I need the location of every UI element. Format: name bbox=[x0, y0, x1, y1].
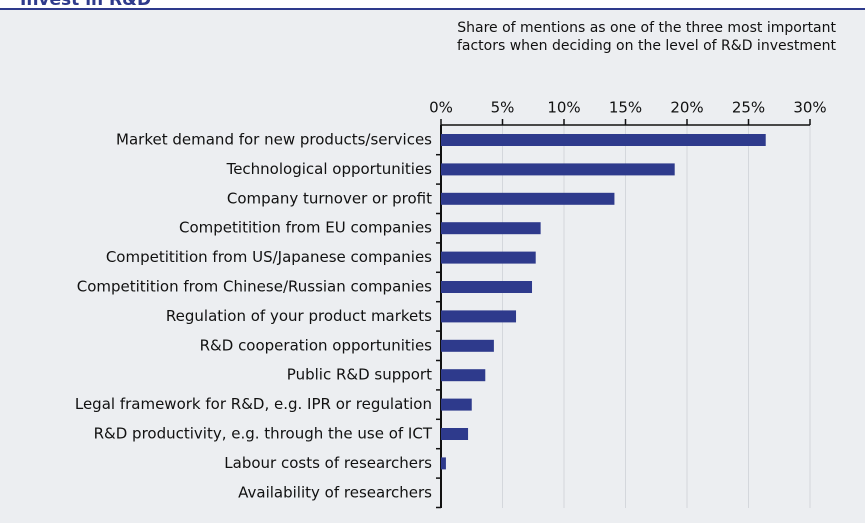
bar bbox=[441, 310, 517, 323]
bar bbox=[441, 428, 469, 440]
y-tick-label: Market demand for new products/services bbox=[116, 131, 432, 149]
chart-title: Invest in R&D bbox=[20, 0, 151, 10]
bar bbox=[441, 369, 486, 382]
bar bbox=[441, 281, 533, 293]
y-tick-label: Public R&D support bbox=[287, 366, 432, 384]
bar bbox=[441, 339, 494, 352]
x-tick-label: 10% bbox=[547, 99, 580, 117]
y-tick-label: Competitition from US/Japanese companies bbox=[106, 248, 432, 266]
y-tick-label: Regulation of your product markets bbox=[166, 307, 432, 325]
x-tick-label: 20% bbox=[670, 99, 703, 117]
y-tick-label: Technological opportunities bbox=[226, 160, 433, 178]
y-tick-label: R&D cooperation opportunities bbox=[200, 336, 433, 354]
y-tick-label: Legal framework for R&D, e.g. IPR or reg… bbox=[75, 395, 432, 413]
subtitle: factors when deciding on the level of R&… bbox=[457, 38, 837, 54]
x-tick-label: 30% bbox=[793, 99, 826, 117]
bar bbox=[441, 192, 615, 205]
subtitle: Share of mentions as one of the three mo… bbox=[457, 20, 836, 36]
y-tick-label: R&D productivity, e.g. through the use o… bbox=[94, 425, 433, 443]
x-tick-label: 15% bbox=[609, 99, 642, 117]
x-tick-label: 25% bbox=[732, 99, 765, 117]
bar bbox=[441, 222, 541, 235]
bar bbox=[441, 398, 472, 411]
bar bbox=[441, 163, 675, 176]
x-tick-label: 5% bbox=[491, 99, 515, 117]
x-tick-label: 0% bbox=[429, 99, 453, 117]
y-tick-label: Competitition from EU companies bbox=[179, 219, 432, 237]
panel bbox=[0, 10, 865, 523]
bar bbox=[441, 134, 766, 146]
bar bbox=[441, 457, 446, 470]
y-tick-label: Availability of researchers bbox=[238, 483, 432, 501]
y-tick-label: Labour costs of researchers bbox=[224, 454, 432, 472]
y-tick-label: Competitition from Chinese/Russian compa… bbox=[77, 278, 432, 296]
y-tick-label: Company turnover or profit bbox=[227, 189, 432, 207]
bar bbox=[441, 251, 536, 264]
